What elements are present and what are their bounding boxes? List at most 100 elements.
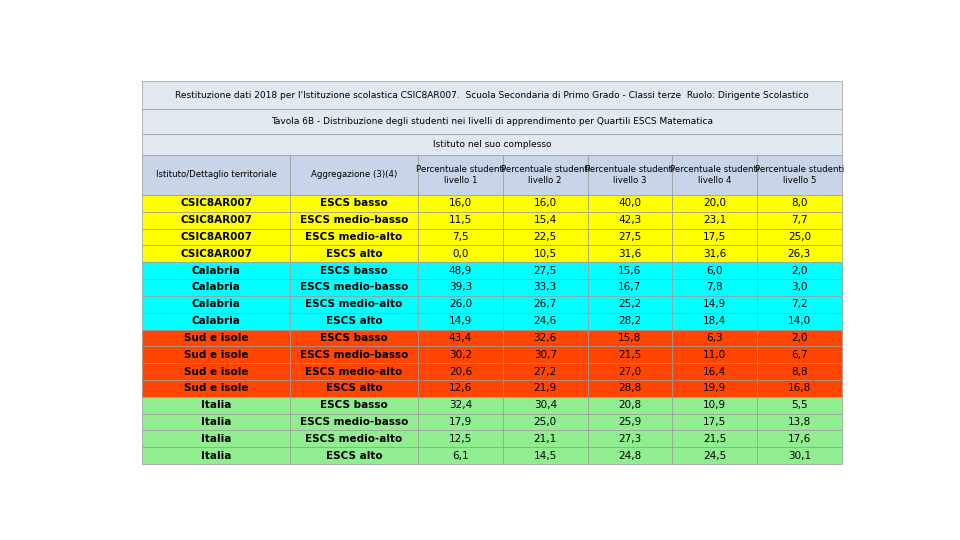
Text: 43,4: 43,4 bbox=[449, 333, 472, 343]
FancyBboxPatch shape bbox=[588, 296, 672, 313]
FancyBboxPatch shape bbox=[290, 380, 419, 397]
FancyBboxPatch shape bbox=[290, 228, 419, 246]
FancyBboxPatch shape bbox=[672, 346, 757, 363]
FancyBboxPatch shape bbox=[588, 380, 672, 397]
Text: CSIC8AR007: CSIC8AR007 bbox=[180, 198, 252, 208]
Text: Italia: Italia bbox=[201, 450, 231, 461]
Text: 24,8: 24,8 bbox=[618, 450, 641, 461]
FancyBboxPatch shape bbox=[142, 134, 842, 155]
Text: 7,5: 7,5 bbox=[452, 232, 468, 242]
FancyBboxPatch shape bbox=[290, 296, 419, 313]
Text: ESCS medio-basso: ESCS medio-basso bbox=[300, 417, 408, 427]
Text: Italia: Italia bbox=[201, 417, 231, 427]
FancyBboxPatch shape bbox=[503, 447, 588, 464]
Text: 15,4: 15,4 bbox=[534, 215, 557, 225]
FancyBboxPatch shape bbox=[419, 246, 503, 262]
Text: 30,2: 30,2 bbox=[449, 350, 472, 360]
Text: 18,4: 18,4 bbox=[703, 316, 727, 326]
Text: 0,0: 0,0 bbox=[452, 249, 468, 259]
Text: 7,2: 7,2 bbox=[791, 299, 807, 309]
FancyBboxPatch shape bbox=[672, 380, 757, 397]
Text: 48,9: 48,9 bbox=[449, 266, 472, 276]
Text: Percentuale studenti
livello 3: Percentuale studenti livello 3 bbox=[586, 165, 675, 185]
Text: 27,2: 27,2 bbox=[534, 367, 557, 376]
FancyBboxPatch shape bbox=[672, 262, 757, 279]
FancyBboxPatch shape bbox=[672, 329, 757, 346]
Text: 10,5: 10,5 bbox=[534, 249, 557, 259]
FancyBboxPatch shape bbox=[757, 262, 842, 279]
FancyBboxPatch shape bbox=[142, 313, 290, 329]
FancyBboxPatch shape bbox=[142, 346, 290, 363]
Text: 30,7: 30,7 bbox=[534, 350, 557, 360]
FancyBboxPatch shape bbox=[419, 329, 503, 346]
Text: Aggregazione (3)(4): Aggregazione (3)(4) bbox=[311, 171, 397, 179]
Text: 11,0: 11,0 bbox=[703, 350, 726, 360]
FancyBboxPatch shape bbox=[419, 313, 503, 329]
FancyBboxPatch shape bbox=[142, 212, 290, 228]
FancyBboxPatch shape bbox=[588, 212, 672, 228]
FancyBboxPatch shape bbox=[142, 195, 290, 212]
FancyBboxPatch shape bbox=[672, 279, 757, 296]
FancyBboxPatch shape bbox=[142, 109, 842, 134]
FancyBboxPatch shape bbox=[503, 212, 588, 228]
Text: 3,0: 3,0 bbox=[791, 282, 807, 293]
FancyBboxPatch shape bbox=[757, 313, 842, 329]
Text: ESCS alto: ESCS alto bbox=[325, 316, 382, 326]
FancyBboxPatch shape bbox=[142, 262, 290, 279]
FancyBboxPatch shape bbox=[757, 246, 842, 262]
Text: 32,4: 32,4 bbox=[449, 400, 472, 410]
FancyBboxPatch shape bbox=[757, 212, 842, 228]
Text: 11,5: 11,5 bbox=[449, 215, 472, 225]
FancyBboxPatch shape bbox=[142, 296, 290, 313]
FancyBboxPatch shape bbox=[290, 262, 419, 279]
FancyBboxPatch shape bbox=[142, 414, 290, 430]
FancyBboxPatch shape bbox=[142, 246, 290, 262]
FancyBboxPatch shape bbox=[757, 329, 842, 346]
Text: 25,0: 25,0 bbox=[534, 417, 557, 427]
FancyBboxPatch shape bbox=[672, 313, 757, 329]
FancyBboxPatch shape bbox=[290, 313, 419, 329]
FancyBboxPatch shape bbox=[290, 246, 419, 262]
FancyBboxPatch shape bbox=[757, 363, 842, 380]
FancyBboxPatch shape bbox=[290, 329, 419, 346]
Text: 19,9: 19,9 bbox=[703, 383, 727, 393]
Text: 27,5: 27,5 bbox=[534, 266, 557, 276]
Text: 27,5: 27,5 bbox=[618, 232, 641, 242]
Text: CSIC8AR007: CSIC8AR007 bbox=[180, 215, 252, 225]
Text: 10,9: 10,9 bbox=[703, 400, 726, 410]
Text: Sud e isole: Sud e isole bbox=[184, 350, 249, 360]
Text: 5,5: 5,5 bbox=[791, 400, 807, 410]
FancyBboxPatch shape bbox=[290, 212, 419, 228]
FancyBboxPatch shape bbox=[142, 228, 290, 246]
FancyBboxPatch shape bbox=[503, 430, 588, 447]
Text: ESCS medio-alto: ESCS medio-alto bbox=[305, 232, 402, 242]
Text: 21,9: 21,9 bbox=[534, 383, 557, 393]
Text: 7,7: 7,7 bbox=[791, 215, 807, 225]
Text: 14,9: 14,9 bbox=[449, 316, 472, 326]
Text: 12,6: 12,6 bbox=[449, 383, 472, 393]
Text: Tavola 6B - Distribuzione degli studenti nei livelli di apprendimento per Quarti: Tavola 6B - Distribuzione degli studenti… bbox=[271, 117, 713, 126]
FancyBboxPatch shape bbox=[503, 155, 588, 195]
Text: Percentuale studenti
livello 4: Percentuale studenti livello 4 bbox=[670, 165, 759, 185]
Text: 24,5: 24,5 bbox=[703, 450, 727, 461]
FancyBboxPatch shape bbox=[419, 296, 503, 313]
Text: 24,6: 24,6 bbox=[534, 316, 557, 326]
FancyBboxPatch shape bbox=[672, 363, 757, 380]
FancyBboxPatch shape bbox=[142, 430, 290, 447]
FancyBboxPatch shape bbox=[757, 430, 842, 447]
Text: 42,3: 42,3 bbox=[618, 215, 641, 225]
FancyBboxPatch shape bbox=[503, 414, 588, 430]
Text: Percentuale studenti
livello 2: Percentuale studenti livello 2 bbox=[500, 165, 589, 185]
FancyBboxPatch shape bbox=[503, 228, 588, 246]
FancyBboxPatch shape bbox=[588, 195, 672, 212]
Text: 40,0: 40,0 bbox=[618, 198, 641, 208]
FancyBboxPatch shape bbox=[672, 246, 757, 262]
Text: Italia: Italia bbox=[201, 400, 231, 410]
FancyBboxPatch shape bbox=[588, 155, 672, 195]
Text: 30,1: 30,1 bbox=[788, 450, 811, 461]
FancyBboxPatch shape bbox=[419, 195, 503, 212]
FancyBboxPatch shape bbox=[419, 346, 503, 363]
Text: 6,1: 6,1 bbox=[452, 450, 468, 461]
FancyBboxPatch shape bbox=[672, 397, 757, 414]
FancyBboxPatch shape bbox=[419, 414, 503, 430]
